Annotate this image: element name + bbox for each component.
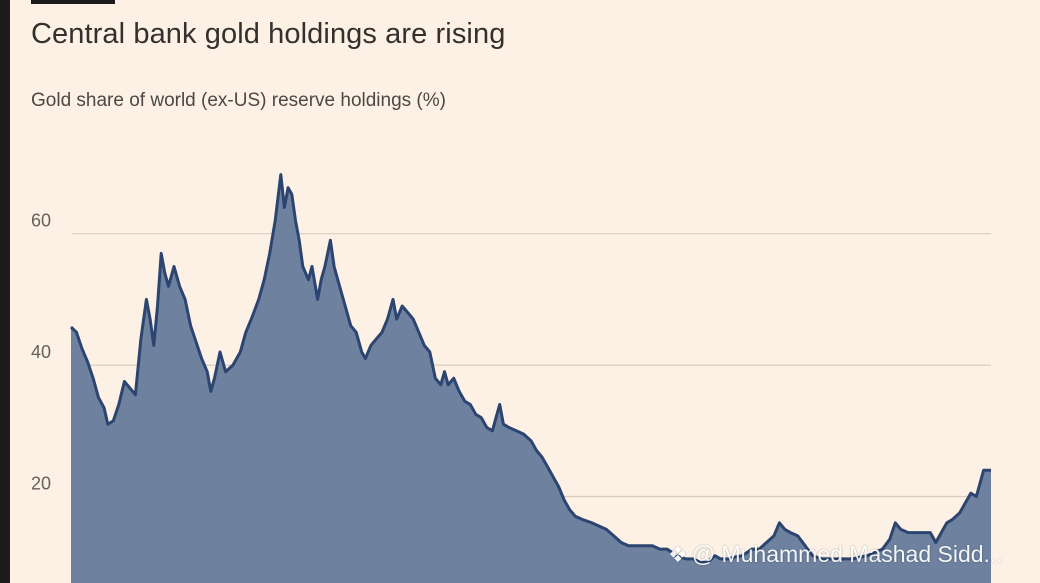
gold-share-line: [69, 173, 991, 564]
brand-tab-bar: [31, 0, 115, 4]
chart-title: Central bank gold holdings are rising: [31, 18, 506, 50]
y-tick-label-20: 20: [31, 474, 51, 494]
watermark-text: @ Muhammed Mashad Sidd...: [691, 541, 1003, 567]
binance-diamond-icon: ❖: [668, 541, 688, 567]
watermark: ❖ @ Muhammed Mashad Sidd...: [668, 541, 1003, 568]
y-tick-label-60: 60: [31, 211, 51, 231]
chart-subtitle: Gold share of world (ex-US) reserve hold…: [31, 90, 446, 111]
y-axis-ticks: 20 40 60: [31, 211, 51, 494]
gold-share-area: [71, 174, 991, 583]
y-tick-label-40: 40: [31, 342, 51, 362]
left-border-strip: [0, 0, 10, 583]
